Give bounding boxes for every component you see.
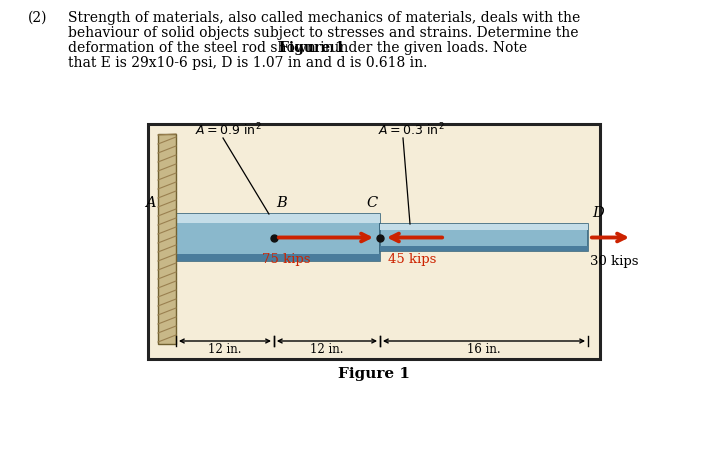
Text: (2): (2) (28, 11, 48, 25)
Text: deformation of the steel rod shown in: deformation of the steel rod shown in (68, 41, 338, 55)
Text: behaviour of solid objects subject to stresses and strains. Determine the: behaviour of solid objects subject to st… (68, 26, 578, 40)
Text: 12 in.: 12 in. (208, 343, 242, 356)
Text: that E is 29x10-6 psi, D is 1.07 in and d is 0.618 in.: that E is 29x10-6 psi, D is 1.07 in and … (68, 56, 428, 70)
Text: Figure 1: Figure 1 (338, 367, 410, 381)
Text: 12 in.: 12 in. (310, 343, 343, 356)
Bar (176, 214, 380, 223)
Text: B: B (276, 196, 287, 210)
Bar (176, 254, 380, 261)
Text: Strength of materials, also called mechanics of materials, deals with the: Strength of materials, also called mecha… (68, 11, 580, 25)
Text: $A = 0.3\ \mathrm{in}^2$: $A = 0.3\ \mathrm{in}^2$ (378, 121, 445, 138)
Text: C: C (366, 196, 378, 210)
Text: 75 kips: 75 kips (262, 253, 310, 266)
Text: 16 in.: 16 in. (467, 343, 501, 356)
Bar (380, 246, 588, 251)
Bar (148, 124, 600, 359)
Bar (380, 224, 588, 230)
Text: 45 kips: 45 kips (388, 253, 436, 266)
Bar (158, 134, 176, 344)
Bar (176, 214, 380, 261)
Text: Figure 1: Figure 1 (279, 41, 345, 55)
Text: A: A (145, 196, 156, 210)
Text: under the given loads. Note: under the given loads. Note (326, 41, 527, 55)
Bar (380, 224, 588, 251)
Text: $A = 0.9\ \mathrm{in}^2$: $A = 0.9\ \mathrm{in}^2$ (195, 121, 261, 138)
Text: 30 kips: 30 kips (590, 255, 639, 267)
Text: D: D (592, 206, 604, 220)
